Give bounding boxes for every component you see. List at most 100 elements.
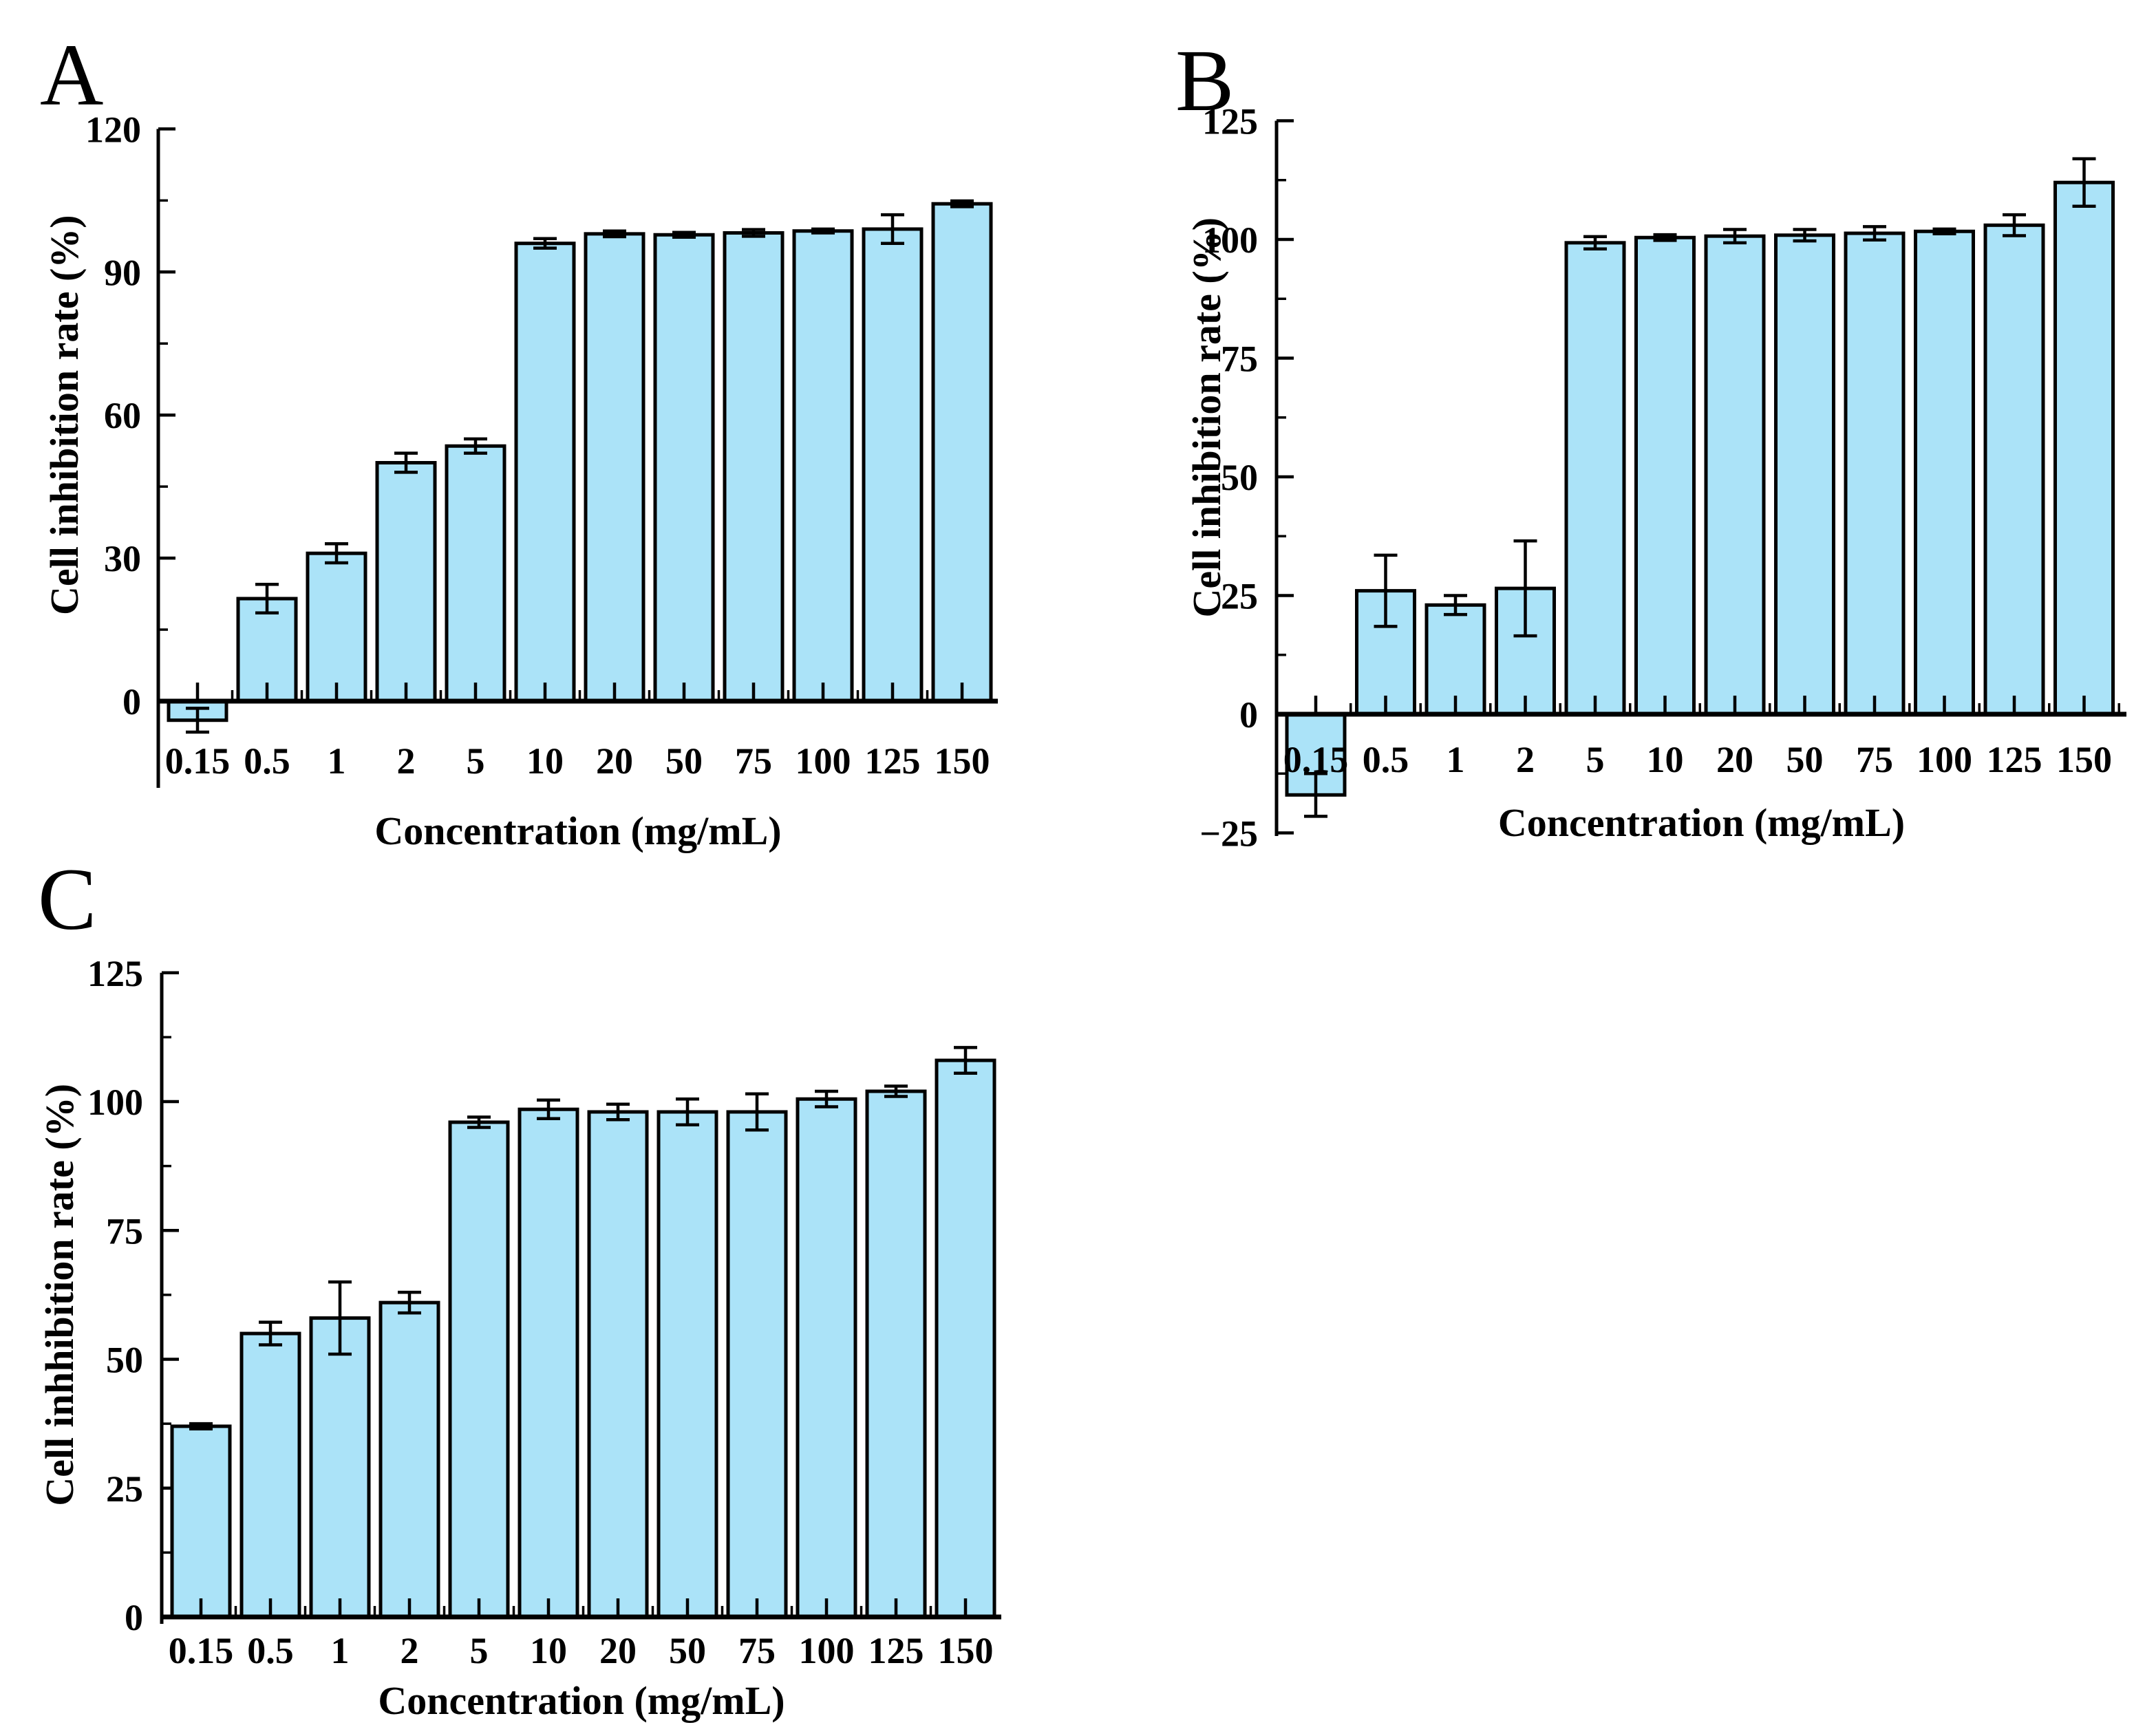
errorbar-C-10 (537, 1098, 560, 1120)
errorbar-C-0.5 (259, 1320, 282, 1347)
errorbar-A-0.15 (186, 707, 209, 734)
errorbar-A-20 (603, 229, 626, 239)
x-tick-label-C-0.5: 0.5 (247, 1630, 294, 1671)
x-axis-title-C: Concentration (mg/mL) (378, 1678, 785, 1723)
y-axis-title-C: Cell inhhibition rate (%) (37, 1084, 82, 1506)
y-tick-label-B-100: 100 (1202, 219, 1258, 261)
x-tick-label-B-125: 125 (1987, 739, 2042, 780)
y-tick-label-A-30: 30 (104, 538, 141, 579)
x-tick-label-C-1: 1 (331, 1630, 350, 1671)
y-tick-label-C-50: 50 (106, 1340, 143, 1381)
x-tick-label-B-0.5: 0.5 (1363, 739, 1409, 780)
y-tick-label-B-75: 75 (1221, 339, 1258, 380)
errorbar-C-2 (398, 1290, 421, 1315)
y-axis-title-A: Cell inhibition rate (%) (42, 215, 87, 615)
x-axis-title-B: Concentration (mg/mL) (1498, 800, 1905, 845)
x-tick-label-A-1: 1 (328, 740, 346, 782)
y-tick-label-C-0: 0 (125, 1597, 143, 1638)
errorbar-A-0.5 (255, 582, 279, 615)
errorbar-B-100 (1932, 227, 1956, 235)
bar-A-20 (584, 232, 645, 703)
x-tick-label-A-75: 75 (735, 740, 772, 782)
x-tick-label-C-10: 10 (530, 1630, 567, 1671)
x-tick-label-B-1: 1 (1447, 739, 1465, 780)
errorbar-B-125 (2003, 213, 2026, 237)
bar-C-0.5 (239, 1331, 301, 1619)
x-tick-label-A-5: 5 (467, 740, 485, 782)
errorbar-B-0.5 (1374, 553, 1398, 628)
y-tick-label-C-25: 25 (106, 1468, 143, 1510)
bar-C-5 (448, 1120, 510, 1619)
errorbar-A-10 (533, 237, 557, 250)
x-tick-label-C-125: 125 (868, 1630, 924, 1671)
bar-A-50 (653, 233, 715, 703)
x-tick-label-A-0.5: 0.5 (244, 740, 290, 782)
panel-label-A: A (40, 26, 103, 124)
x-tick-label-A-2: 2 (397, 740, 416, 782)
bar-C-150 (935, 1058, 996, 1619)
errorbar-C-1 (328, 1280, 352, 1356)
bar-A-100 (792, 229, 854, 703)
x-tick-label-C-0.15: 0.15 (169, 1630, 234, 1671)
x-tick-label-B-150: 150 (2056, 739, 2112, 780)
bar-B-150 (2053, 180, 2115, 716)
errorbar-A-125 (881, 213, 904, 245)
errorbar-C-100 (815, 1089, 838, 1108)
x-tick-label-B-5: 5 (1586, 739, 1605, 780)
x-tick-label-B-100: 100 (1917, 739, 1972, 780)
x-tick-label-B-10: 10 (1647, 739, 1684, 780)
bar-C-1 (309, 1316, 371, 1619)
errorbar-C-75 (745, 1092, 769, 1132)
bar-A-150 (931, 202, 993, 703)
y-tick-label-C-125: 125 (87, 953, 143, 994)
x-tick-label-B-0.15: 0.15 (1283, 739, 1349, 780)
bar-A-1 (306, 551, 367, 703)
x-tick-label-A-20: 20 (596, 740, 633, 782)
errorbar-B-2 (1513, 539, 1537, 638)
panel-label-C: C (38, 850, 96, 948)
errorbar-B-1 (1444, 594, 1467, 617)
errorbar-A-5 (464, 437, 487, 455)
bar-C-100 (796, 1097, 857, 1619)
y-tick-label-A-90: 90 (104, 252, 141, 293)
x-tick-label-A-50: 50 (665, 740, 703, 782)
bar-C-20 (587, 1110, 649, 1619)
bar-B-75 (1844, 231, 1906, 716)
x-axis-title-A: Concentration (mg/mL) (374, 808, 781, 853)
x-tick-label-C-100: 100 (799, 1630, 855, 1671)
errorbar-A-75 (742, 228, 765, 238)
y-axis-title-B: Cell inhibition rate (%) (1184, 217, 1229, 618)
errorbar-C-5 (467, 1115, 491, 1129)
y-tick-label-B-25: 25 (1221, 576, 1258, 617)
x-tick-label-B-75: 75 (1856, 739, 1893, 780)
bar-A-125 (862, 227, 924, 703)
errorbar-A-50 (672, 231, 696, 239)
bar-B-50 (1774, 233, 1835, 716)
y-tick-label-A-120: 120 (85, 109, 141, 150)
errorbar-B-150 (2072, 157, 2096, 208)
bar-C-0.15 (170, 1424, 232, 1619)
errorbar-A-150 (950, 199, 974, 208)
x-tick-label-C-20: 20 (599, 1630, 637, 1671)
errorbar-B-20 (1723, 228, 1747, 245)
bar-B-5 (1564, 241, 1626, 716)
bar-B-100 (1914, 229, 1975, 716)
y-tick-label-B-0: 0 (1239, 694, 1258, 736)
x-tick-label-C-150: 150 (938, 1630, 994, 1671)
errorbar-A-1 (325, 542, 348, 565)
y-tick-label-C-100: 100 (87, 1082, 143, 1123)
bar-A-5 (445, 444, 506, 703)
bar-C-10 (518, 1107, 579, 1619)
bar-B-10 (1634, 235, 1696, 716)
y-tick-label-A-0: 0 (122, 681, 141, 722)
errorbar-B-50 (1793, 228, 1817, 243)
bar-A-2 (375, 461, 437, 703)
x-tick-label-A-125: 125 (865, 740, 921, 782)
bar-C-50 (657, 1110, 718, 1619)
x-tick-label-C-75: 75 (738, 1630, 776, 1671)
x-tick-label-C-2: 2 (401, 1630, 419, 1671)
